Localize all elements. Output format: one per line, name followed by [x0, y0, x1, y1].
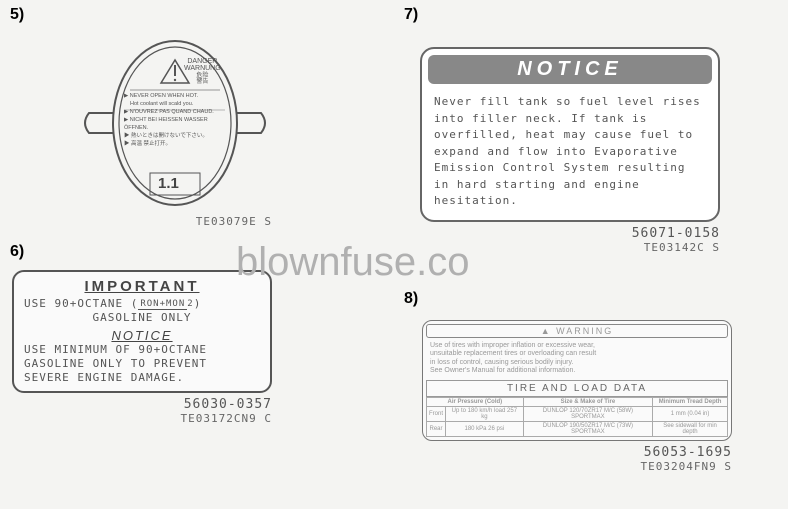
table-row: Front Up to 180 km/h load 257 kg DUNLOP …: [427, 406, 728, 421]
tire-table: Air Pressure (Cold) Size & Make of Tire …: [426, 397, 728, 437]
section-7-number: 7): [404, 6, 418, 24]
tire-title: TIRE AND LOAD DATA: [426, 380, 728, 397]
section-8-part: 56053-1695: [422, 445, 732, 460]
notice-line-3: SEVERE ENGINE DAMAGE.: [24, 371, 260, 385]
table-row: Rear 180 kPa 26 psi DUNLOP 190/50ZR17 M/…: [427, 421, 728, 436]
tire-load-figure: ▲ WARNING Use of tires with improper inf…: [422, 320, 732, 473]
notice-line-1: USE MINIMUM OF 90+OCTANE: [24, 343, 260, 357]
notice-figure: NOTICE Never fill tank so fuel level ris…: [420, 47, 720, 254]
notice-subtitle: NOTICE: [24, 328, 260, 343]
notice-body: Never fill tank so fuel level rises into…: [428, 90, 712, 214]
notice-line-2: GASOLINE ONLY TO PREVENT: [24, 357, 260, 371]
cap-danger-block: DANGER WARNUNG 危险 警告: [184, 58, 221, 85]
section-8-code: TE03204FN9 S: [422, 460, 732, 473]
section-7-code: TE03142C S: [420, 241, 720, 254]
important-box: IMPORTANT USE 90+OCTANE (RON+MON2) GASOL…: [12, 270, 272, 393]
notice-header: NOTICE: [428, 55, 712, 84]
tire-box: ▲ WARNING Use of tires with improper inf…: [422, 320, 732, 441]
section-7-part: 56071-0158: [420, 226, 720, 241]
section-5-number: 5): [10, 6, 24, 24]
notice-box: NOTICE Never fill tank so fuel level ris…: [420, 47, 720, 222]
octane-line-1: USE 90+OCTANE (RON+MON2): [24, 297, 260, 311]
section-5-code: TE03079E S: [70, 215, 280, 228]
cap-warning-lines: ▶ NEVER OPEN WHEN HOT. Hot coolant will …: [124, 93, 224, 149]
tire-blurb: Use of tires with improper inflation or …: [426, 340, 728, 378]
gasoline-only: GASOLINE ONLY: [24, 311, 260, 325]
cap-pressure: 1.1: [158, 175, 179, 192]
section-6-part: 56030-0357: [12, 397, 272, 412]
section-8-number: 8): [404, 290, 418, 308]
table-row: Air Pressure (Cold) Size & Make of Tire …: [427, 397, 728, 406]
radiator-cap-figure: DANGER WARNUNG 危险 警告 ▶ NEVER OPEN WHEN H…: [70, 35, 280, 228]
section-6-code: TE03172CN9 C: [12, 412, 272, 425]
warning-strip: ▲ WARNING: [426, 324, 728, 338]
important-title: IMPORTANT: [24, 278, 260, 295]
section-6-number: 6): [10, 243, 24, 261]
important-label-figure: IMPORTANT USE 90+OCTANE (RON+MON2) GASOL…: [12, 270, 272, 425]
